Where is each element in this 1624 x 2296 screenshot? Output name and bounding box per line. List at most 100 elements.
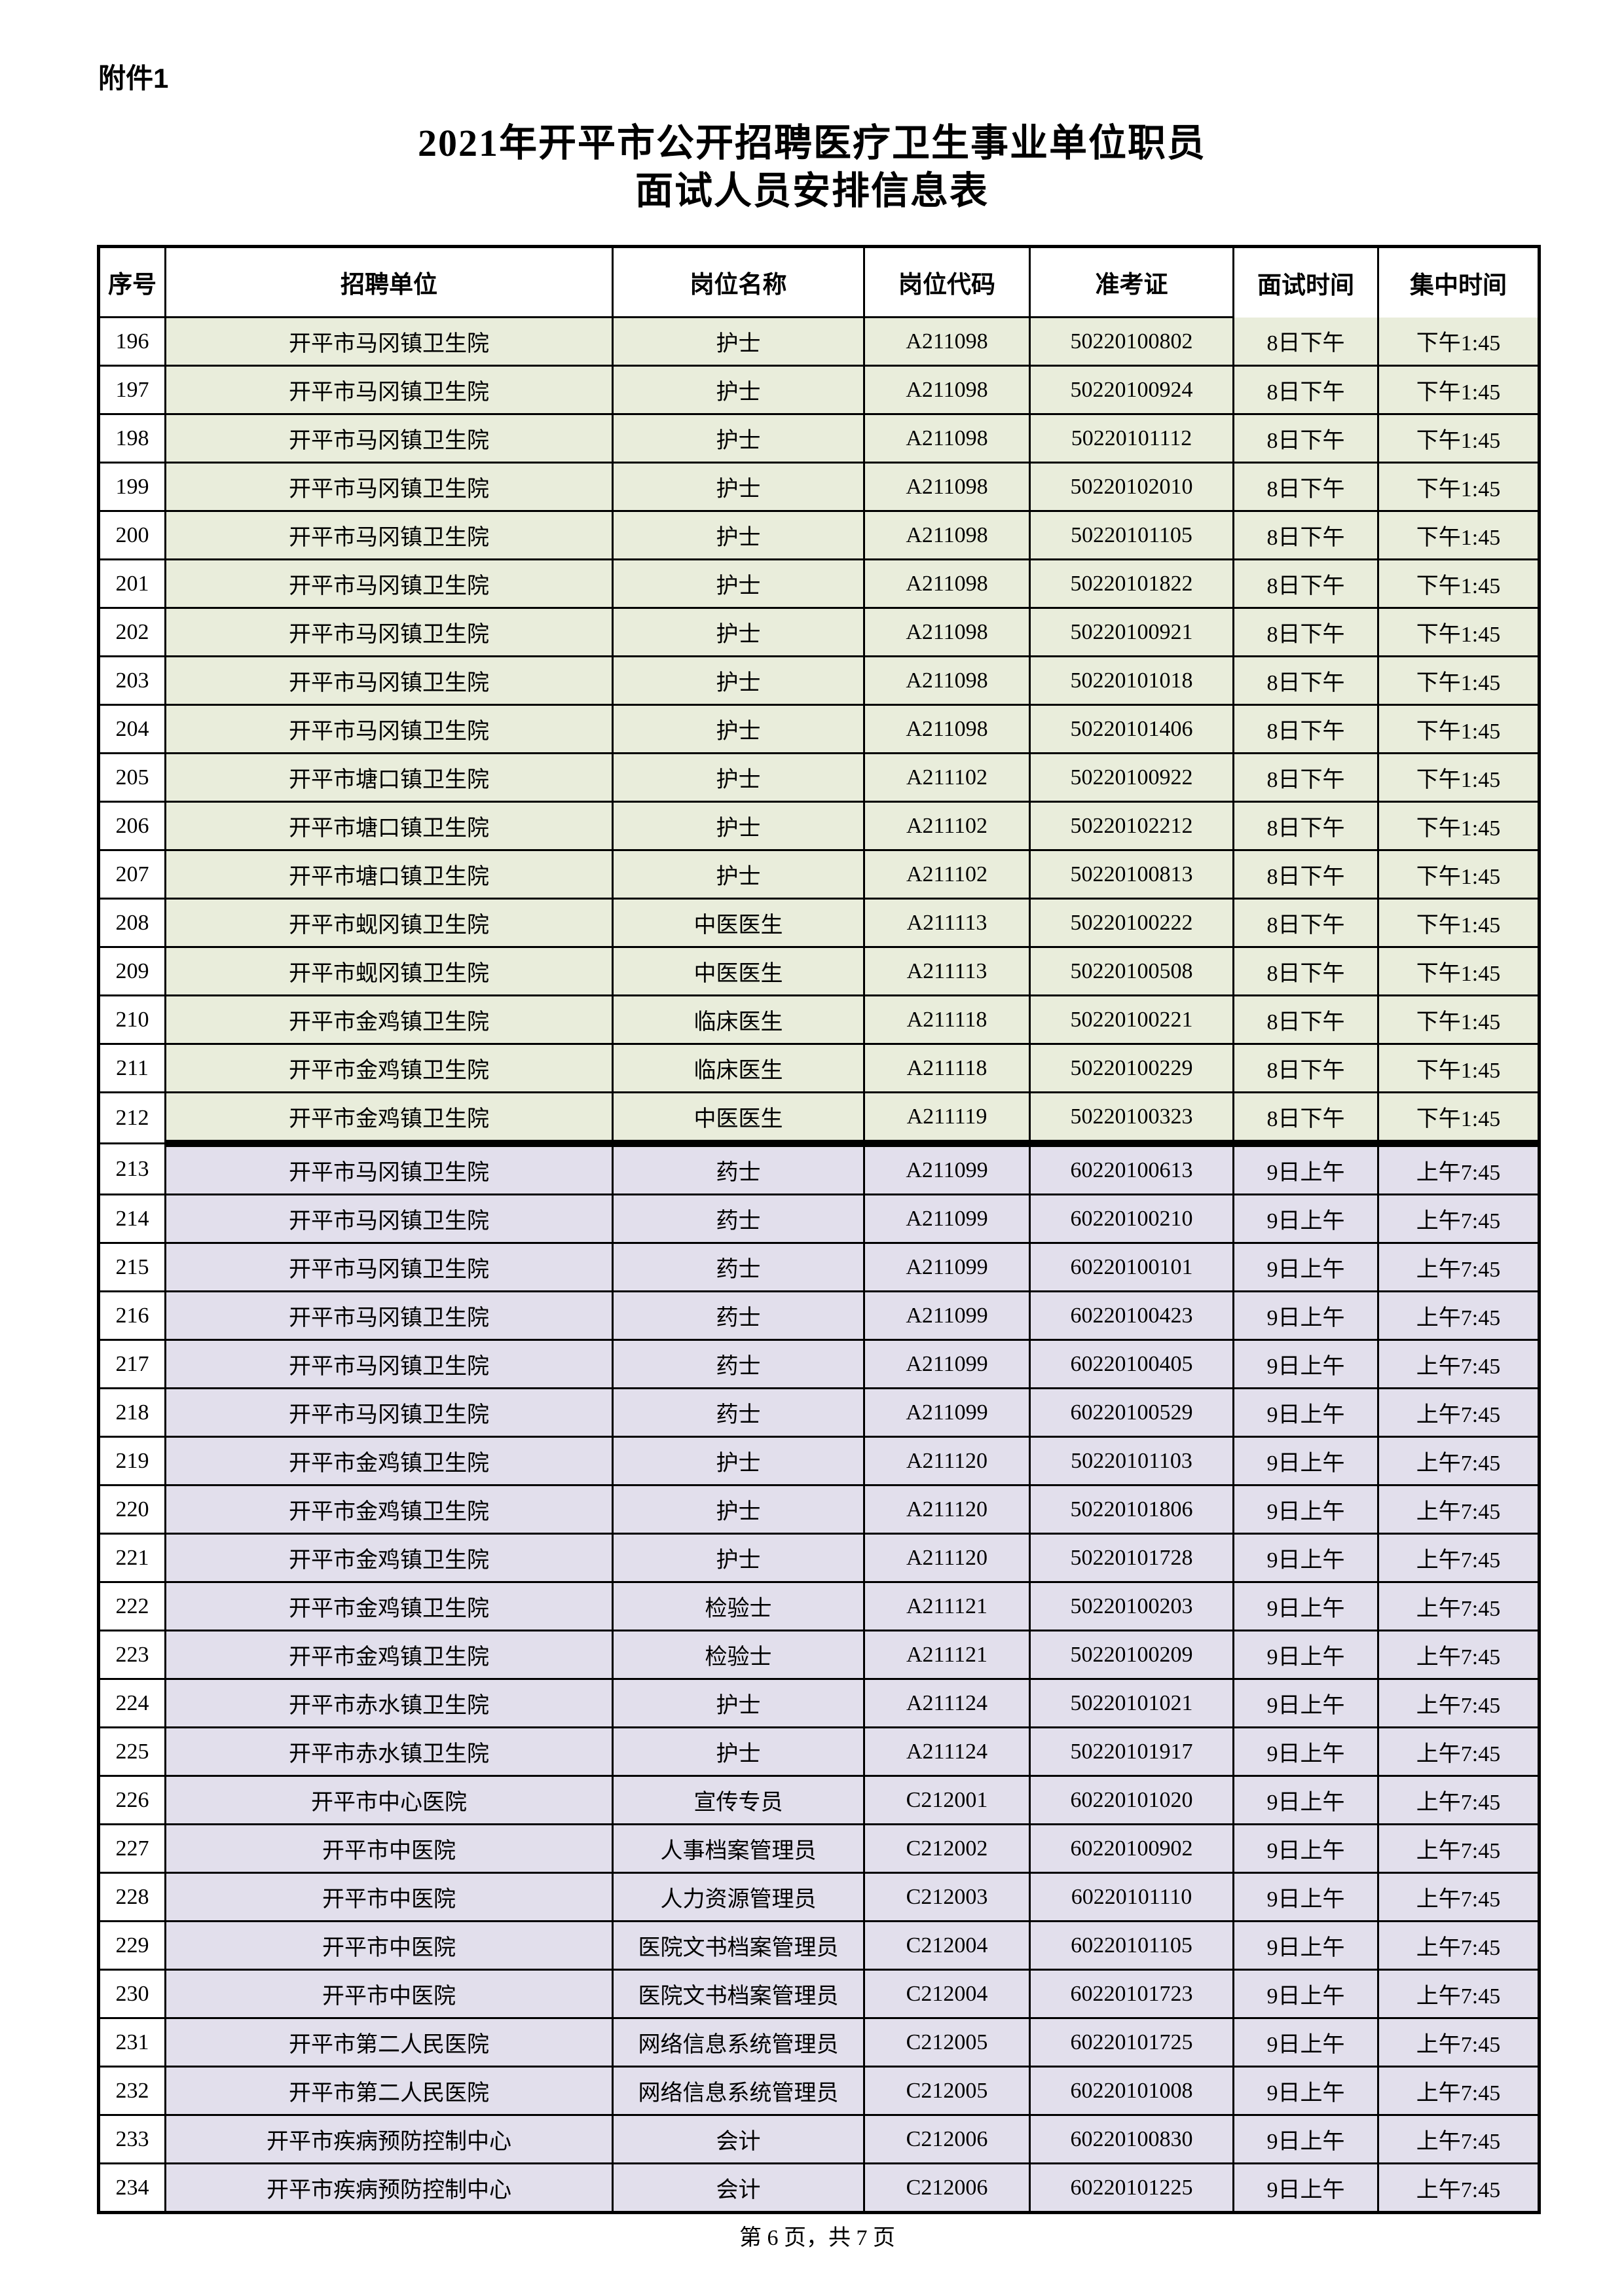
cell-no: 208 [98,898,166,948]
cell-assembly: 下午1:45 [1377,1043,1540,1093]
cell-ticket: 50220100209 [1029,1630,1234,1680]
table-row: 222 开平市金鸡镇卫生院 检验士 A211121 50220100203 9日上午 上午7… [98,1581,1540,1631]
table-row: 214 开平市马冈镇卫生院 药士 A211099 60220100210 9日上午 上午7:… [98,1194,1540,1244]
cell-ticket: 60220100902 [1029,1823,1234,1874]
cell-no: 214 [98,1194,166,1244]
cell-ticket: 60220101105 [1029,1920,1234,1971]
cell-no: 222 [98,1581,166,1631]
cell-assembly: 下午1:45 [1377,994,1540,1045]
cell-no: 204 [98,704,166,754]
cell-unit: 开平市马冈镇卫生院 [164,1290,614,1341]
cell-position: 护士 [612,655,865,706]
cell-code: A211099 [863,1142,1031,1195]
cell-interview: 8日下午 [1232,462,1379,512]
table-row: 219 开平市金鸡镇卫生院 护士 A211120 50220101103 9日上午 上午7:… [98,1436,1540,1486]
cell-position: 网络信息系统管理员 [612,2017,865,2068]
cell-code: A211102 [863,849,1031,900]
table-row: 204 开平市马冈镇卫生院 护士 A211098 50220101406 8日下午 下午1:… [98,704,1540,754]
cell-interview: 8日下午 [1232,704,1379,754]
cell-interview: 8日下午 [1232,801,1379,851]
cell-no: 199 [98,462,166,512]
cell-ticket: 60220100210 [1029,1194,1234,1244]
table-row: 212 开平市金鸡镇卫生院 中医医生 A211119 50220100323 8日下午 下午… [98,1091,1540,1147]
cell-assembly: 下午1:45 [1377,365,1540,415]
cell-unit: 开平市金鸡镇卫生院 [164,1043,614,1093]
table-row: 201 开平市马冈镇卫生院 护士 A211098 50220101822 8日下午 下午1:… [98,558,1540,609]
table-row: 224 开平市赤水镇卫生院 护士 A211124 50220101021 9日上午 上午7:… [98,1678,1540,1728]
cell-position: 护士 [612,849,865,900]
cell-code: A211102 [863,801,1031,851]
cell-assembly: 上午7:45 [1377,1142,1540,1195]
cell-interview: 8日下午 [1232,994,1379,1045]
cell-position: 护士 [612,462,865,512]
cell-assembly: 上午7:45 [1377,1775,1540,1825]
cell-no: 216 [98,1290,166,1341]
cell-unit: 开平市塘口镇卫生院 [164,801,614,851]
cell-ticket: 50220100922 [1029,752,1234,803]
cell-ticket: 50220101806 [1029,1484,1234,1535]
cell-ticket: 50220101917 [1029,1726,1234,1777]
cell-assembly: 下午1:45 [1377,510,1540,560]
cell-unit: 开平市塘口镇卫生院 [164,752,614,803]
cell-assembly: 下午1:45 [1377,558,1540,609]
table-row: 205 开平市塘口镇卫生院 护士 A211102 50220100922 8日下午 下午1:… [98,752,1540,803]
cell-code: A211102 [863,752,1031,803]
table-row: 215 开平市马冈镇卫生院 药士 A211099 60220100101 9日上午 上午7:… [98,1242,1540,1292]
cell-code: A211120 [863,1436,1031,1486]
cell-position: 宣传专员 [612,1775,865,1825]
cell-ticket: 50220100323 [1029,1091,1234,1147]
table-row: 213 开平市马冈镇卫生院 药士 A211099 60220100613 9日上午 上午7:… [98,1142,1540,1195]
cell-code: A211113 [863,898,1031,948]
cell-no: 226 [98,1775,166,1825]
cell-unit: 开平市马冈镇卫生院 [164,655,614,706]
cell-assembly: 下午1:45 [1377,462,1540,512]
cell-no: 219 [98,1436,166,1486]
cell-interview: 9日上午 [1232,2066,1379,2116]
cell-code: A211120 [863,1484,1031,1535]
cell-code: C212005 [863,2066,1031,2116]
cell-ticket: 50220101021 [1029,1678,1234,1728]
cell-position: 医院文书档案管理员 [612,1920,865,1971]
cell-code: A211098 [863,316,1031,367]
cell-position: 护士 [612,607,865,657]
cell-ticket: 50220101105 [1029,510,1234,560]
cell-code: A211118 [863,994,1031,1045]
table-body: 196 开平市马冈镇卫生院 护士 A211098 50220100802 8日下午 下午1:… [98,316,1540,2214]
cell-code: A211098 [863,413,1031,464]
table-row: 207 开平市塘口镇卫生院 护士 A211102 50220100813 8日下午 下午1:… [98,849,1540,900]
cell-no: 212 [98,1091,166,1144]
header-row: 序号 招聘单位 岗位名称 岗位代码 准考证 面试时间 集中时间 [98,246,1540,318]
cell-no: 209 [98,946,166,996]
cell-unit: 开平市中医院 [164,1823,614,1874]
cell-unit: 开平市马冈镇卫生院 [164,1142,614,1195]
cell-ticket: 50220101112 [1029,413,1234,464]
cell-no: 211 [98,1043,166,1093]
cell-unit: 开平市马冈镇卫生院 [164,462,614,512]
cell-ticket: 50220102010 [1029,462,1234,512]
table-row: 202 开平市马冈镇卫生院 护士 A211098 50220100921 8日下午 下午1:… [98,607,1540,657]
cell-interview: 9日上午 [1232,1581,1379,1631]
cell-position: 检验士 [612,1581,865,1631]
cell-interview: 8日下午 [1232,607,1379,657]
cell-ticket: 60220100423 [1029,1290,1234,1341]
cell-code: A211099 [863,1242,1031,1292]
cell-interview: 9日上午 [1232,1630,1379,1680]
table-row: 233 开平市疾病预防控制中心 会计 C212006 60220100830 9日上午 上午… [98,2114,1540,2164]
cell-position: 护士 [612,1484,865,1535]
cell-code: C212004 [863,1920,1031,1971]
cell-unit: 开平市金鸡镇卫生院 [164,1581,614,1631]
cell-unit: 开平市第二人民医院 [164,2017,614,2068]
cell-no: 213 [98,1142,166,1195]
cell-position: 临床医生 [612,1043,865,1093]
table-row: 231 开平市第二人民医院 网络信息系统管理员 C212005 60220101725 9… [98,2017,1540,2068]
table-row: 229 开平市中医院 医院文书档案管理员 C212004 60220101105 9日上午… [98,1920,1540,1971]
cell-interview: 8日下午 [1232,558,1379,609]
cell-ticket: 60220100101 [1029,1242,1234,1292]
cell-code: C212005 [863,2017,1031,2068]
cell-interview: 9日上午 [1232,1872,1379,1922]
cell-no: 203 [98,655,166,706]
cell-no: 229 [98,1920,166,1971]
cell-position: 护士 [612,365,865,415]
cell-position: 药士 [612,1242,865,1292]
cell-no: 232 [98,2066,166,2116]
